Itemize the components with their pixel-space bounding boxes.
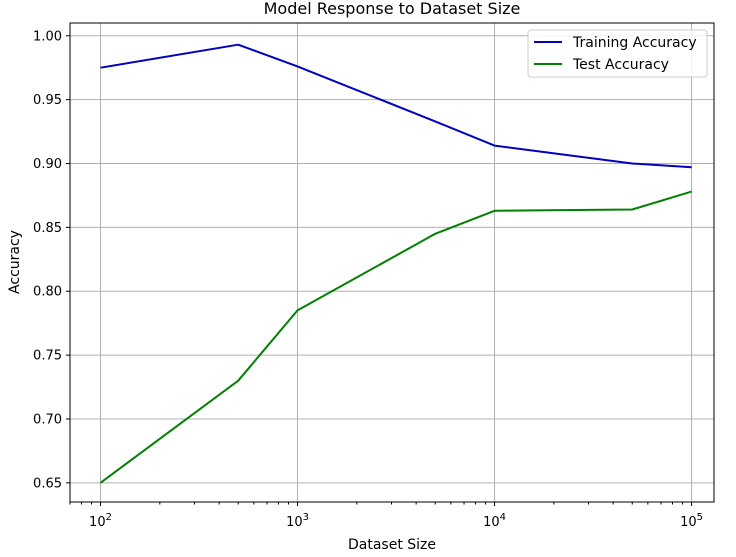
y-tick-label: 0.70 — [33, 412, 62, 427]
x-tick-label: 104 — [483, 512, 506, 530]
y-tick-label: 0.75 — [33, 349, 62, 364]
legend-label-1: Test Accuracy — [572, 57, 669, 73]
x-tick-label-exponent: 4 — [500, 512, 506, 523]
plot-frame — [69, 22, 715, 503]
y-tick-label: 1.00 — [33, 29, 62, 44]
y-tick-label: 0.65 — [33, 476, 62, 491]
series-layer — [99, 43, 692, 484]
x-tick-label-exponent: 2 — [106, 512, 112, 523]
x-tick-label-base: 10 — [680, 515, 697, 530]
y-tick-label: 0.90 — [33, 157, 62, 172]
x-tick-label: 103 — [286, 512, 309, 530]
y-tick-label: 0.85 — [33, 221, 62, 236]
x-tick-label: 105 — [680, 512, 703, 530]
legend: Training Accuracy Test Accuracy — [527, 29, 708, 78]
grid — [70, 23, 714, 502]
x-axis-label: Dataset Size — [348, 537, 436, 553]
y-axis-label: Accuracy — [7, 230, 23, 294]
series-line-0 — [100, 43, 692, 169]
x-tick-label-exponent: 5 — [697, 512, 703, 523]
x-tick-label-exponent: 3 — [303, 512, 309, 523]
x-tick-label-base: 10 — [89, 515, 106, 530]
x-tick-label-base: 10 — [286, 515, 303, 530]
series-line-1 — [99, 190, 692, 484]
x-tick-label-base: 10 — [483, 515, 500, 530]
y-tick-label: 0.95 — [33, 93, 62, 108]
legend-label-0: Training Accuracy — [572, 35, 697, 51]
x-tick-label: 102 — [89, 512, 112, 530]
y-tick-label: 0.80 — [33, 285, 62, 300]
chart-title: Model Response to Dataset Size — [264, 0, 521, 18]
legend-box — [527, 29, 708, 78]
